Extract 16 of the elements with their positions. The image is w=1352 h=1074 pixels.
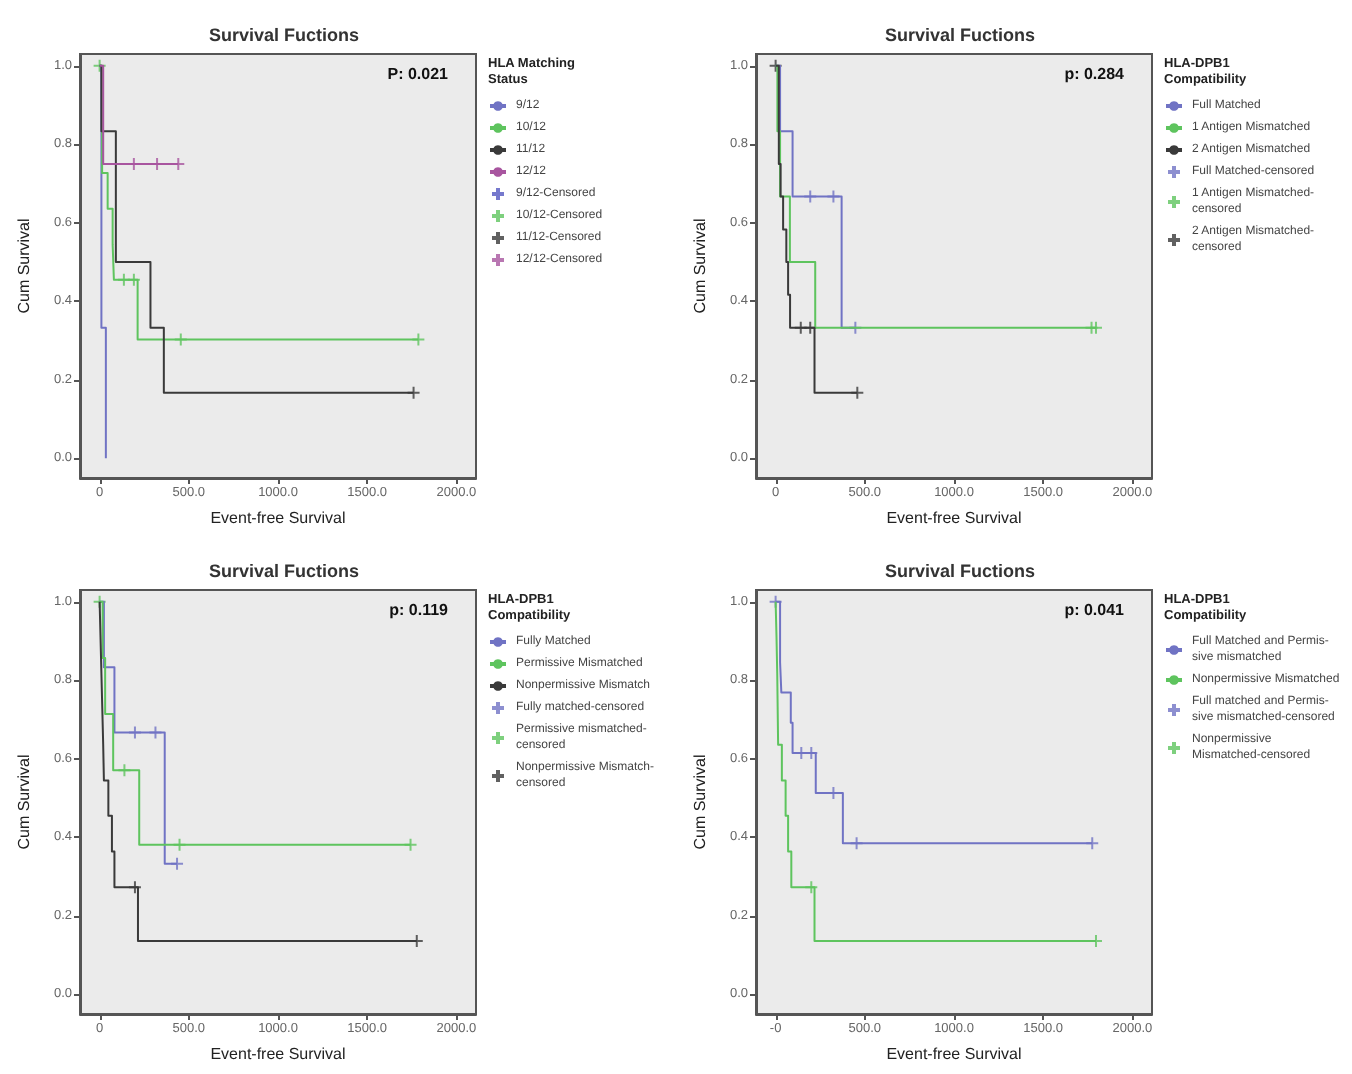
chart-title: Survival Fuctions bbox=[208, 25, 360, 45]
chart-title: Survival Fuctions bbox=[884, 25, 1036, 45]
annotation: p: 0.119 bbox=[389, 601, 450, 619]
annotation: p: 0.041 bbox=[1064, 601, 1126, 619]
y-axis-title: Cum Survival bbox=[691, 754, 709, 850]
x-axis-title: Event-free Survival bbox=[210, 1044, 347, 1063]
x-axis-title: Event-free Survival bbox=[210, 508, 347, 527]
chart-title: Survival Fuctions bbox=[884, 561, 1036, 581]
x-axis-title: Event-free Survival bbox=[886, 508, 1023, 527]
chart-title: Survival Fuctions bbox=[208, 561, 360, 581]
y-axis-title: Cum Survival bbox=[15, 218, 33, 314]
y-axis-title: Cum Survival bbox=[691, 218, 709, 314]
annotation: P: 0.021 bbox=[387, 65, 450, 83]
x-axis-title: Event-free Survival bbox=[886, 1044, 1023, 1063]
y-axis-title: Cum Survival bbox=[15, 754, 33, 850]
annotation: p: 0.284 bbox=[1064, 65, 1126, 83]
